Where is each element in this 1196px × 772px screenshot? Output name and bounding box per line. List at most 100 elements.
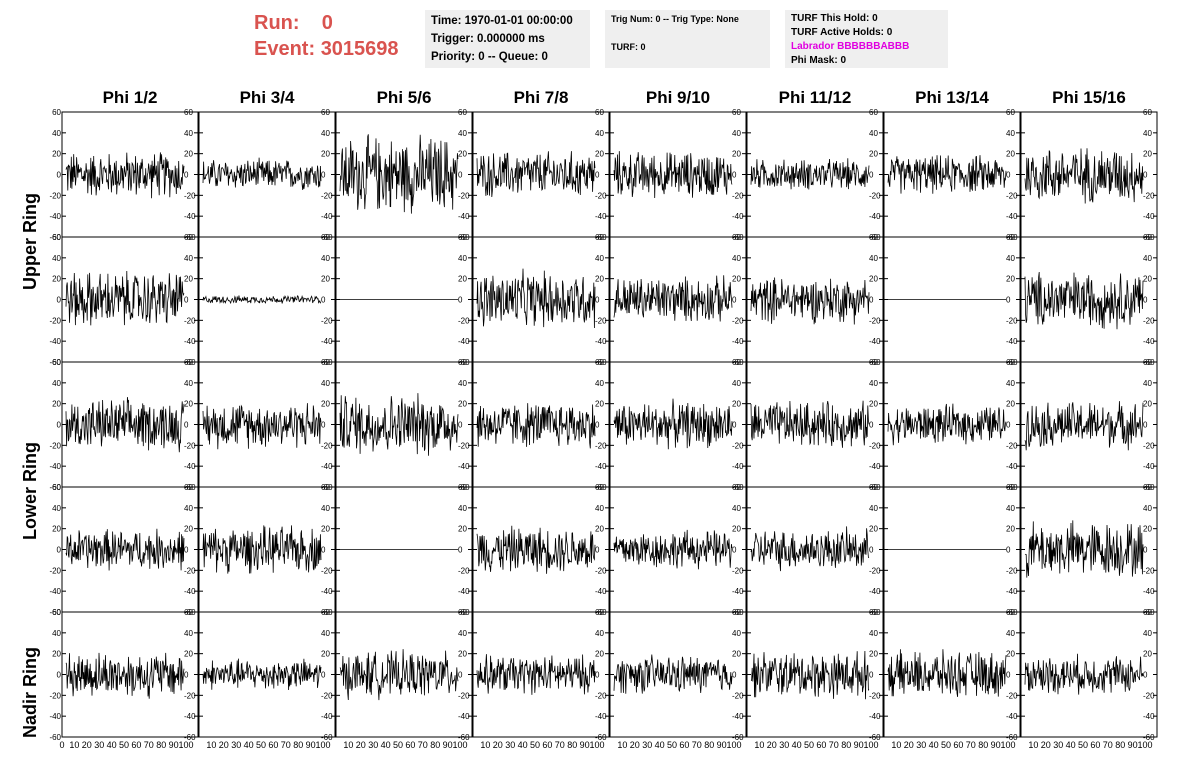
y-tick-label: 60 — [321, 608, 330, 617]
y-tick-label: 20 — [184, 400, 193, 409]
y-tick-label: 20 — [869, 650, 878, 659]
y-tick-label: 0 — [321, 546, 326, 555]
x-tick-label: 10 — [891, 740, 901, 750]
x-tick-label: 70 — [144, 740, 154, 750]
y-tick-label: 60 — [321, 233, 330, 242]
x-tick-label: 20 — [904, 740, 914, 750]
y-tick-label: 60 — [869, 483, 878, 492]
y-tick-label: 0 — [184, 296, 189, 305]
y-tick-label: 20 — [1143, 400, 1152, 409]
x-tick-label: 40 — [929, 740, 939, 750]
y-tick-label: 60 — [52, 358, 61, 367]
y-tick-label: 0 — [321, 171, 326, 180]
x-tick-label: 20 — [630, 740, 640, 750]
waveform-trace — [339, 649, 459, 701]
x-tick-label: 20 — [493, 740, 503, 750]
y-tick-label: 60 — [184, 483, 193, 492]
y-tick-label: 20 — [1006, 650, 1015, 659]
x-tick-label: 50 — [530, 740, 540, 750]
x-tick-label: 40 — [518, 740, 528, 750]
trigger-info-panel: Trig Num: 0 -- Trig Type: None TURF: 0 — [605, 10, 770, 68]
y-tick-label: 40 — [184, 504, 193, 513]
x-tick-label: 100 — [726, 740, 741, 750]
y-tick-label: 20 — [869, 150, 878, 159]
phi-header-2: Phi 3/4 — [239, 88, 295, 107]
waveform-trace — [1024, 520, 1144, 578]
x-tick-label: 70 — [829, 740, 839, 750]
y-tick-label: 0 — [869, 171, 874, 180]
waveform-trace — [1024, 401, 1144, 451]
y-tick-label: 20 — [1006, 150, 1015, 159]
y-tick-label: 20 — [458, 525, 467, 534]
x-tick-label: 20 — [767, 740, 777, 750]
y-tick-label: 60 — [595, 608, 604, 617]
y-tick-label: 40 — [1143, 504, 1152, 513]
y-tick-label: 40 — [321, 379, 330, 388]
x-tick-label: 80 — [841, 740, 851, 750]
y-tick-label: 0 — [184, 671, 189, 680]
y-tick-label: 20 — [732, 525, 741, 534]
y-tick-label: 40 — [1143, 379, 1152, 388]
y-tick-label: 20 — [52, 525, 61, 534]
y-tick-label: 0 — [458, 421, 463, 430]
y-tick-label: 20 — [595, 525, 604, 534]
waveform-trace — [750, 277, 870, 325]
waveform-trace — [65, 652, 185, 699]
y-tick-label: 20 — [1006, 275, 1015, 284]
x-tick-label: 70 — [1103, 740, 1113, 750]
time-info-panel: Time: 1970-01-01 00:00:00 Trigger: 0.000… — [425, 10, 590, 68]
y-tick-label: 20 — [732, 275, 741, 284]
x-tick-label: 80 — [567, 740, 577, 750]
y-tick-label: 20 — [458, 650, 467, 659]
x-tick-label: 100 — [863, 740, 878, 750]
y-tick-label: 0 — [458, 671, 463, 680]
y-tick-label: 60 — [732, 108, 741, 117]
x-tick-label: 30 — [94, 740, 104, 750]
waveform-panel-r5-c6: 60 40 20 0 -20 -40 -60 — [746, 608, 884, 742]
y-tick-label: -40 — [321, 462, 333, 471]
trig-num-text: Trig Num: 0 -- Trig Type: None — [611, 14, 739, 24]
y-tick-label: 60 — [595, 233, 604, 242]
y-tick-label: -60 — [49, 483, 61, 492]
y-tick-label: 60 — [1143, 608, 1152, 617]
waveform-trace — [1024, 653, 1144, 695]
y-tick-label: -40 — [869, 587, 881, 596]
turf-info-panel: TURF This Hold: 0 TURF Active Holds: 0 L… — [785, 10, 948, 68]
y-tick-label: -40 — [49, 212, 61, 221]
y-tick-label: 0 — [1143, 546, 1148, 555]
y-tick-label: -40 — [321, 712, 333, 721]
y-tick-label: 0 — [732, 546, 737, 555]
y-tick-label: 40 — [595, 129, 604, 138]
y-tick-label: 0 — [184, 421, 189, 430]
y-tick-label: 40 — [52, 504, 61, 513]
y-tick-label: 20 — [869, 400, 878, 409]
y-tick-label: 20 — [321, 525, 330, 534]
phi-header-8: Phi 15/16 — [1052, 88, 1126, 107]
y-tick-label: -40 — [458, 587, 470, 596]
y-tick-label: -40 — [184, 462, 196, 471]
y-tick-label: -20 — [184, 441, 196, 450]
y-tick-label: 40 — [869, 504, 878, 513]
y-tick-label: 0 — [184, 546, 189, 555]
y-tick-label: -40 — [595, 212, 607, 221]
y-tick-label: 20 — [321, 275, 330, 284]
y-tick-label: -60 — [595, 733, 607, 742]
y-tick-label: 60 — [52, 108, 61, 117]
y-tick-label: 60 — [1143, 108, 1152, 117]
x-tick-label: 30 — [505, 740, 515, 750]
y-tick-label: 0 — [595, 171, 600, 180]
labrador-text: Labrador BBBBBBABBB — [791, 41, 910, 52]
y-tick-label: 40 — [869, 129, 878, 138]
y-tick-label: 20 — [1006, 400, 1015, 409]
waveform-panel-r4-c1: 60 60 40 40 20 20 0 0 -20 -20 -40 -40 -60 -60 — [49, 483, 199, 617]
run-label: Run: — [254, 12, 300, 34]
x-tick-label: 100 — [1000, 740, 1015, 750]
y-tick-label: -20 — [458, 566, 470, 575]
y-tick-label: -40 — [184, 587, 196, 596]
